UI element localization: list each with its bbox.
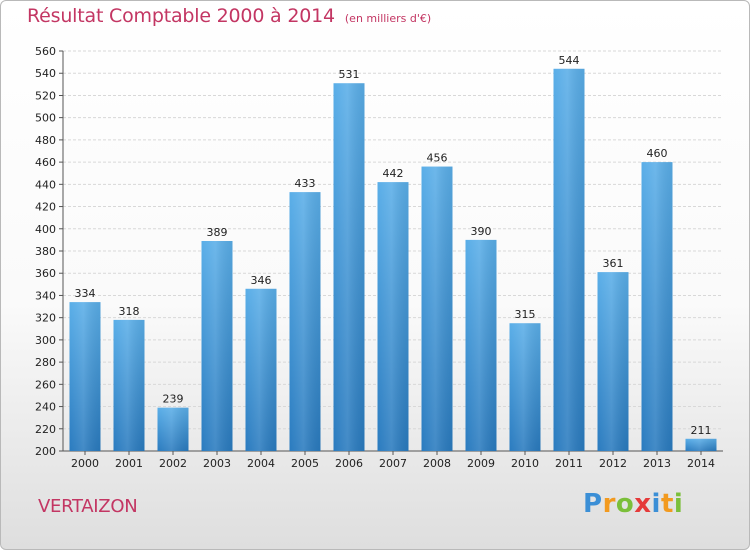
bar-shine bbox=[509, 323, 541, 451]
x-tick-label: 2001 bbox=[115, 457, 143, 470]
x-tick-label: 2010 bbox=[511, 457, 539, 470]
y-tick-labels: 200 220 240 260 280 300 320 340 360 380 400 420 440 4… bbox=[35, 45, 56, 458]
y-tick-label: 320 bbox=[35, 312, 56, 325]
bar-value-label: 315 bbox=[515, 308, 536, 321]
bar-shine bbox=[685, 438, 717, 451]
y-tick-label: 200 bbox=[35, 445, 56, 458]
y-tick-label: 440 bbox=[35, 178, 56, 191]
y-tick-label: 340 bbox=[35, 289, 56, 302]
bar-shine bbox=[421, 166, 453, 452]
y-tick-label: 380 bbox=[35, 245, 56, 258]
logo-letter: P bbox=[583, 489, 603, 519]
x-tick-label: 2012 bbox=[599, 457, 627, 470]
bar-value-label: 460 bbox=[647, 147, 668, 160]
bar-value-label: 334 bbox=[75, 287, 96, 300]
bar-value-label: 544 bbox=[559, 54, 580, 67]
x-tick-labels: 2000 2001 2002 2003 2004 2005 2006 2007 2008 2009… bbox=[71, 457, 715, 470]
bar-shine bbox=[465, 239, 497, 451]
bar-shine bbox=[377, 182, 409, 451]
x-tick-label: 2000 bbox=[71, 457, 99, 470]
x-tick-label: 2007 bbox=[379, 457, 407, 470]
x-tick-label: 2013 bbox=[643, 457, 671, 470]
x-tick-label: 2009 bbox=[467, 457, 495, 470]
y-tick-label: 560 bbox=[35, 45, 56, 58]
bar-value-label: 442 bbox=[383, 167, 404, 180]
y-tick-label: 220 bbox=[35, 423, 56, 436]
bar-value-label: 456 bbox=[427, 152, 448, 165]
bar-value-label: 318 bbox=[119, 305, 140, 318]
bar-value-label: 346 bbox=[251, 274, 272, 287]
x-tick-label: 2014 bbox=[687, 457, 715, 470]
y-tick-label: 460 bbox=[35, 156, 56, 169]
bar-shine bbox=[245, 288, 277, 451]
bar-value-label: 239 bbox=[163, 393, 184, 406]
x-tick-label: 2011 bbox=[555, 457, 583, 470]
y-tick-label: 420 bbox=[35, 201, 56, 214]
bar-shine bbox=[201, 241, 233, 451]
y-tick-label: 300 bbox=[35, 334, 56, 347]
logo-letter: x bbox=[634, 489, 652, 519]
logo-letter: t bbox=[660, 489, 674, 519]
proxiti-logo: Proxiti bbox=[583, 489, 683, 519]
logo-letter: o bbox=[615, 489, 635, 519]
bar-shine bbox=[597, 272, 629, 451]
x-tick-label: 2005 bbox=[291, 457, 319, 470]
bar-value-label: 361 bbox=[603, 257, 624, 270]
title-main: Résultat Comptable 2000 à 2014 bbox=[27, 5, 335, 27]
bar-shine bbox=[69, 302, 101, 451]
x-tick-label: 2003 bbox=[203, 457, 231, 470]
bar-shine bbox=[289, 192, 321, 451]
x-tick-label: 2002 bbox=[159, 457, 187, 470]
bar-shine bbox=[157, 407, 189, 451]
bar-labels: 334 318 239 389 346 433 531 442 456 390 315 544 361 4… bbox=[75, 54, 712, 437]
bar-value-label: 531 bbox=[339, 68, 360, 81]
logo-letter: i bbox=[673, 489, 684, 519]
y-tick-label: 500 bbox=[35, 112, 56, 125]
x-tick-label: 2004 bbox=[247, 457, 275, 470]
y-tick-label: 480 bbox=[35, 134, 56, 147]
bar-value-label: 211 bbox=[691, 424, 712, 437]
y-tick-label: 240 bbox=[35, 401, 56, 414]
city-name: VERTAIZON bbox=[38, 496, 138, 517]
y-tick-label: 540 bbox=[35, 67, 56, 80]
logo-letter: i bbox=[651, 489, 661, 519]
bar-shine bbox=[333, 83, 365, 451]
bar-shine bbox=[641, 162, 673, 451]
bar-value-label: 389 bbox=[207, 226, 228, 239]
logo-letter: r bbox=[602, 489, 616, 519]
y-tick-label: 520 bbox=[35, 89, 56, 102]
chart-title: Résultat Comptable 2000 à 2014 (en millie… bbox=[27, 5, 431, 27]
bar-value-label: 433 bbox=[295, 177, 316, 190]
bar-value-label: 390 bbox=[471, 225, 492, 238]
bar-shine bbox=[553, 68, 585, 452]
x-tick-label: 2006 bbox=[335, 457, 363, 470]
bar-shine bbox=[113, 319, 145, 451]
bars bbox=[69, 68, 717, 452]
y-tick-label: 400 bbox=[35, 223, 56, 236]
y-tick-label: 260 bbox=[35, 378, 56, 391]
title-unit: (en milliers d'€) bbox=[344, 12, 432, 25]
y-tick-label: 360 bbox=[35, 267, 56, 280]
x-tick-label: 2008 bbox=[423, 457, 451, 470]
y-tick-label: 280 bbox=[35, 356, 56, 369]
